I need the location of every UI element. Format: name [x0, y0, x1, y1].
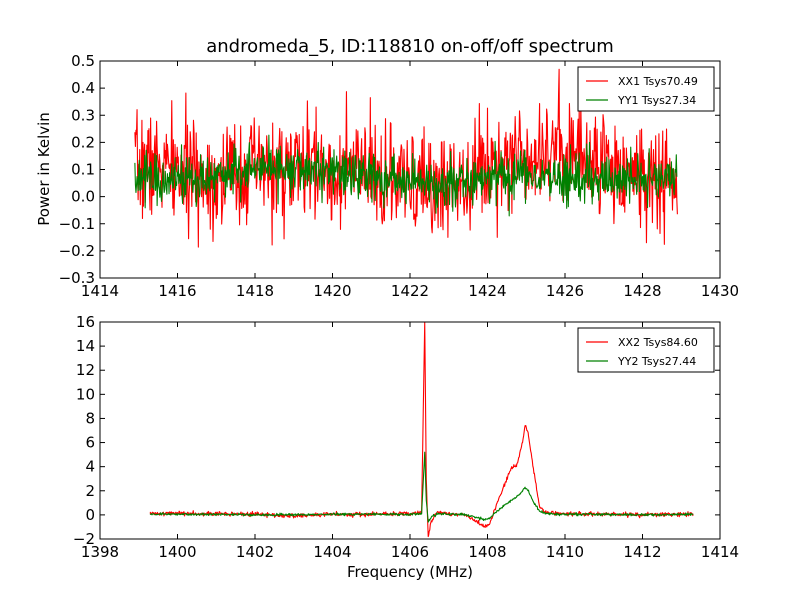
top-y-tick-label: 0.3 — [71, 106, 95, 124]
bottom-y-tick-label: −2 — [73, 530, 95, 548]
bottom-y-tick-label: 4 — [85, 458, 95, 476]
bottom-x-tick-label: 1410 — [546, 543, 584, 561]
bottom-x-axis-label: Frequency (MHz) — [347, 563, 473, 581]
bottom-legend-box — [577, 327, 715, 373]
bottom-y-tick-label: 16 — [76, 313, 95, 331]
bottom-x-tick-label: 1404 — [313, 543, 351, 561]
bottom-y-tick-label: 2 — [85, 482, 95, 500]
top-y-tick-label: 0.0 — [71, 188, 95, 206]
bottom-y-tick-label: 12 — [76, 361, 95, 379]
bottom-y-tick-label: 0 — [85, 506, 95, 524]
top-legend: XX1 Tsys70.49 YY1 Tsys27.34 — [577, 66, 715, 112]
bottom-y-tick-label: 14 — [76, 337, 95, 355]
top-y-tick-label: 0.2 — [71, 133, 95, 151]
top-x-tick-label: 1416 — [158, 282, 196, 300]
top-legend-entry: YY1 Tsys27.34 — [617, 94, 696, 107]
bottom-x-tick-label: 1406 — [391, 543, 429, 561]
bottom-x-tick-label: 1412 — [623, 543, 661, 561]
bottom-y-tick-label: 6 — [85, 434, 95, 452]
top-x-tick-label: 1424 — [468, 282, 506, 300]
bottom-y-tick-label: 10 — [76, 385, 95, 403]
top-y-tick-label: −0.3 — [59, 269, 95, 287]
top-y-tick-label: 0.5 — [71, 52, 95, 70]
top-legend-entry: XX1 Tsys70.49 — [618, 75, 698, 88]
bottom-x-tick-label: 1402 — [236, 543, 274, 561]
bottom-x-tick-label: 1414 — [701, 543, 739, 561]
top-y-tick-label: −0.1 — [59, 215, 95, 233]
top-x-tick-label: 1420 — [313, 282, 351, 300]
top-y-axis-label: Power in Kelvin — [35, 112, 53, 226]
top-x-tick-label: 1426 — [546, 282, 584, 300]
top-y-tick-label: −0.2 — [59, 242, 95, 260]
bottom-x-tick-label: 1398 — [81, 543, 119, 561]
top-x-tick-label: 1418 — [236, 282, 274, 300]
top-spectrum-panel: andromeda_5, ID:118810 on-off/off spectr… — [35, 36, 739, 300]
top-x-tick-label: 1422 — [391, 282, 429, 300]
bottom-series-yy-line — [149, 451, 694, 523]
bottom-spectrum-panel: Frequency (MHz) 1398 1400 1402 1404 1406 1408… — [73, 313, 739, 581]
bottom-x-tick-label: 1408 — [468, 543, 506, 561]
top-y-tick-label: 0.4 — [71, 79, 95, 97]
top-y-tick-label: 0.1 — [71, 161, 95, 179]
bottom-legend-entry: YY2 Tsys27.44 — [617, 355, 696, 368]
bottom-y-tick-label: 8 — [85, 409, 95, 427]
top-legend-box — [577, 66, 715, 112]
top-x-tick-label: 1414 — [81, 282, 119, 300]
top-series-yy-line — [134, 134, 678, 217]
bottom-legend: XX2 Tsys84.60 YY2 Tsys27.44 — [577, 327, 715, 373]
top-x-tick-label: 1430 — [701, 282, 739, 300]
bottom-legend-entry: XX2 Tsys84.60 — [618, 336, 698, 349]
top-chart-title: andromeda_5, ID:118810 on-off/off spectr… — [206, 36, 614, 57]
top-x-tick-label: 1428 — [623, 282, 661, 300]
bottom-x-tick-label: 1400 — [158, 543, 196, 561]
